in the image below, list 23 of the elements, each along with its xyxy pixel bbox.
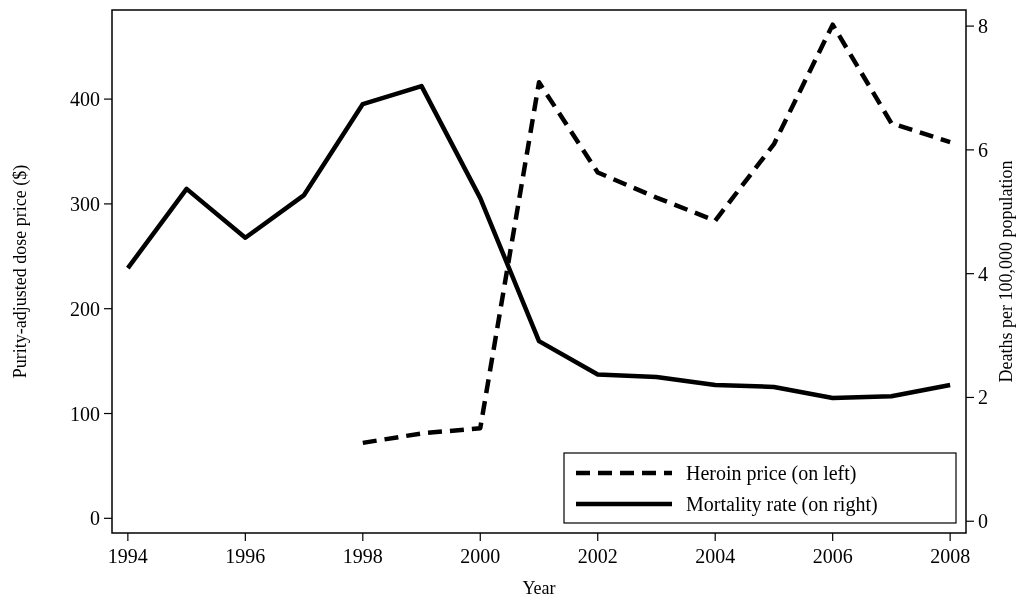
y-tick-label: 300: [70, 192, 100, 215]
y2-tick-label: 6: [978, 138, 988, 161]
x-tick-label: 2008: [930, 545, 971, 567]
y2-tick-label: 8: [978, 15, 988, 38]
x-axis-title: Year: [522, 578, 556, 598]
legend-label: Heroin price (on left): [686, 462, 857, 485]
y-tick-label: 200: [70, 297, 100, 320]
y2-axis-title: Deaths per 100,000 population: [996, 160, 1016, 383]
y-tick-label: 0: [90, 507, 100, 530]
y2-tick-label: 0: [978, 510, 988, 533]
y-tick-label: 100: [70, 402, 100, 425]
x-tick-label: 1994: [107, 545, 148, 567]
x-tick-label: 2004: [695, 545, 736, 567]
x-tick-label: 1998: [342, 545, 383, 567]
y2-tick-label: 4: [978, 262, 988, 285]
x-tick-label: 2000: [460, 545, 501, 567]
x-tick-label: 2006: [812, 545, 853, 567]
x-tick-label: 1996: [225, 545, 266, 567]
y-axis-title: Purity-adjusted dose price ($): [10, 164, 31, 379]
y2-tick-label: 2: [978, 386, 988, 409]
y-tick-label: 400: [70, 88, 100, 111]
x-tick-label: 2002: [577, 545, 618, 567]
legend-label: Mortality rate (on right): [686, 493, 878, 516]
